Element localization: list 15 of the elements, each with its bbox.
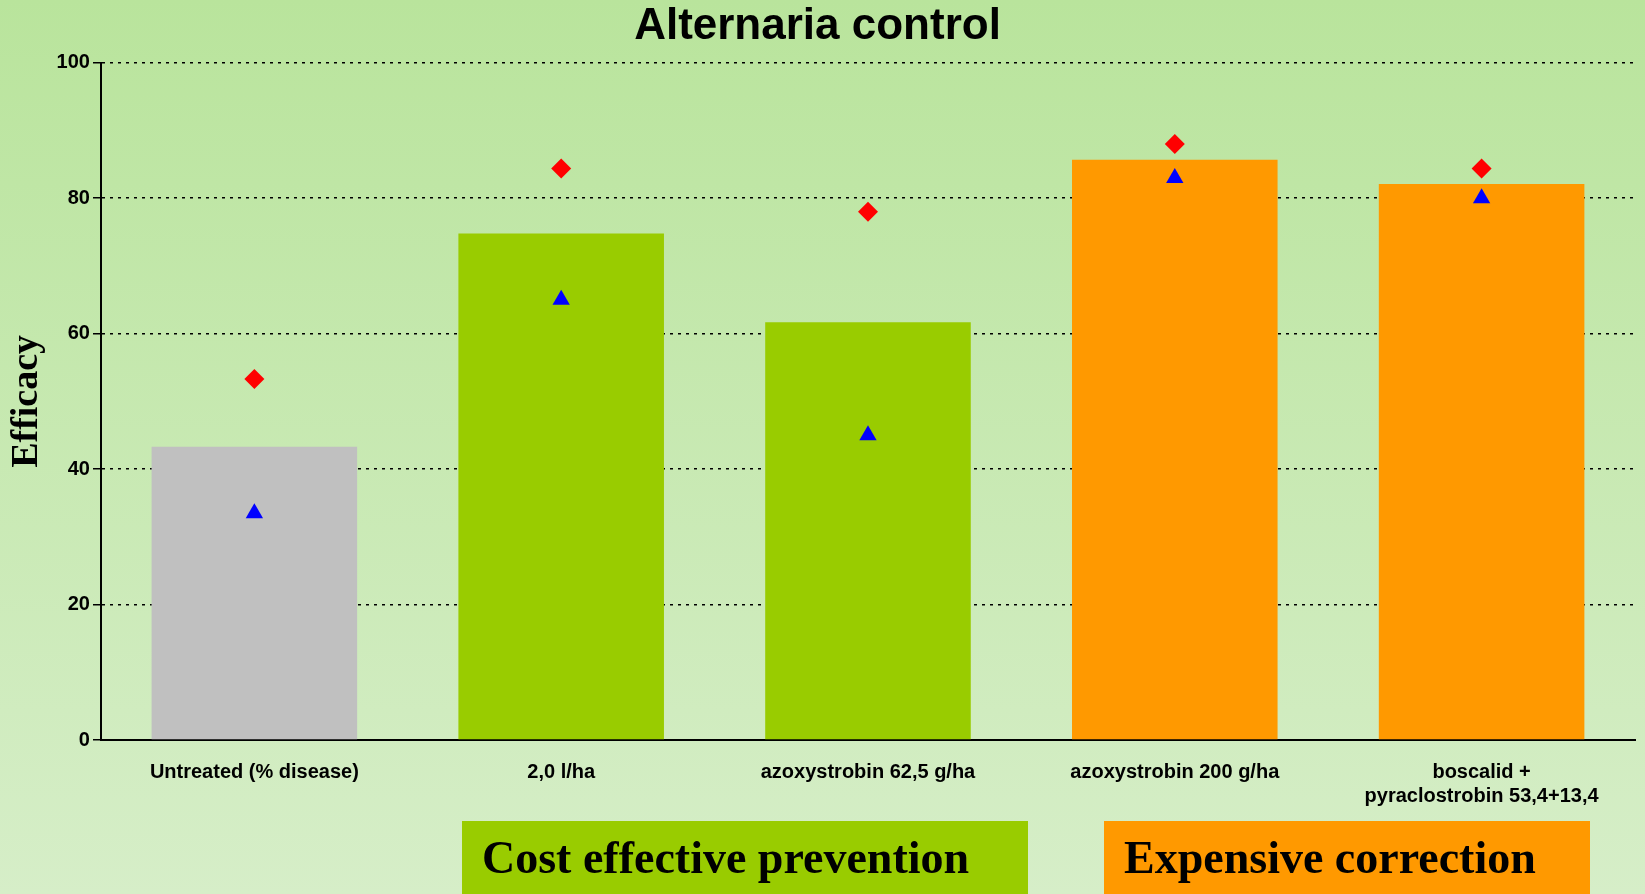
text: Expensive correction <box>1104 821 1590 894</box>
y-tick-label: 100 <box>56 50 90 73</box>
y-axis-title: Efficacy <box>2 334 45 468</box>
y-tick-label: 40 <box>67 456 90 479</box>
x-tick-label: azoxystrobin 62,5 g/ha <box>760 759 977 782</box>
y-tick-label: 80 <box>67 185 90 208</box>
x-tick-label: boscalid + pyraclostrobin 53,4+13,4 <box>1364 759 1600 806</box>
x-tick-label: azoxystrobin 200 g/ha <box>1070 759 1281 782</box>
text: Cost effective prevention <box>462 821 1028 894</box>
x-tick-label: Untreated (% disease) <box>149 759 359 782</box>
y-tick-label: 60 <box>67 321 90 344</box>
x-tick-label: 2,0 l/ha <box>527 759 596 782</box>
chart-title: Alternaria control <box>634 0 1001 48</box>
y-tick-label: 0 <box>78 727 90 750</box>
y-tick-label: 20 <box>67 592 90 615</box>
